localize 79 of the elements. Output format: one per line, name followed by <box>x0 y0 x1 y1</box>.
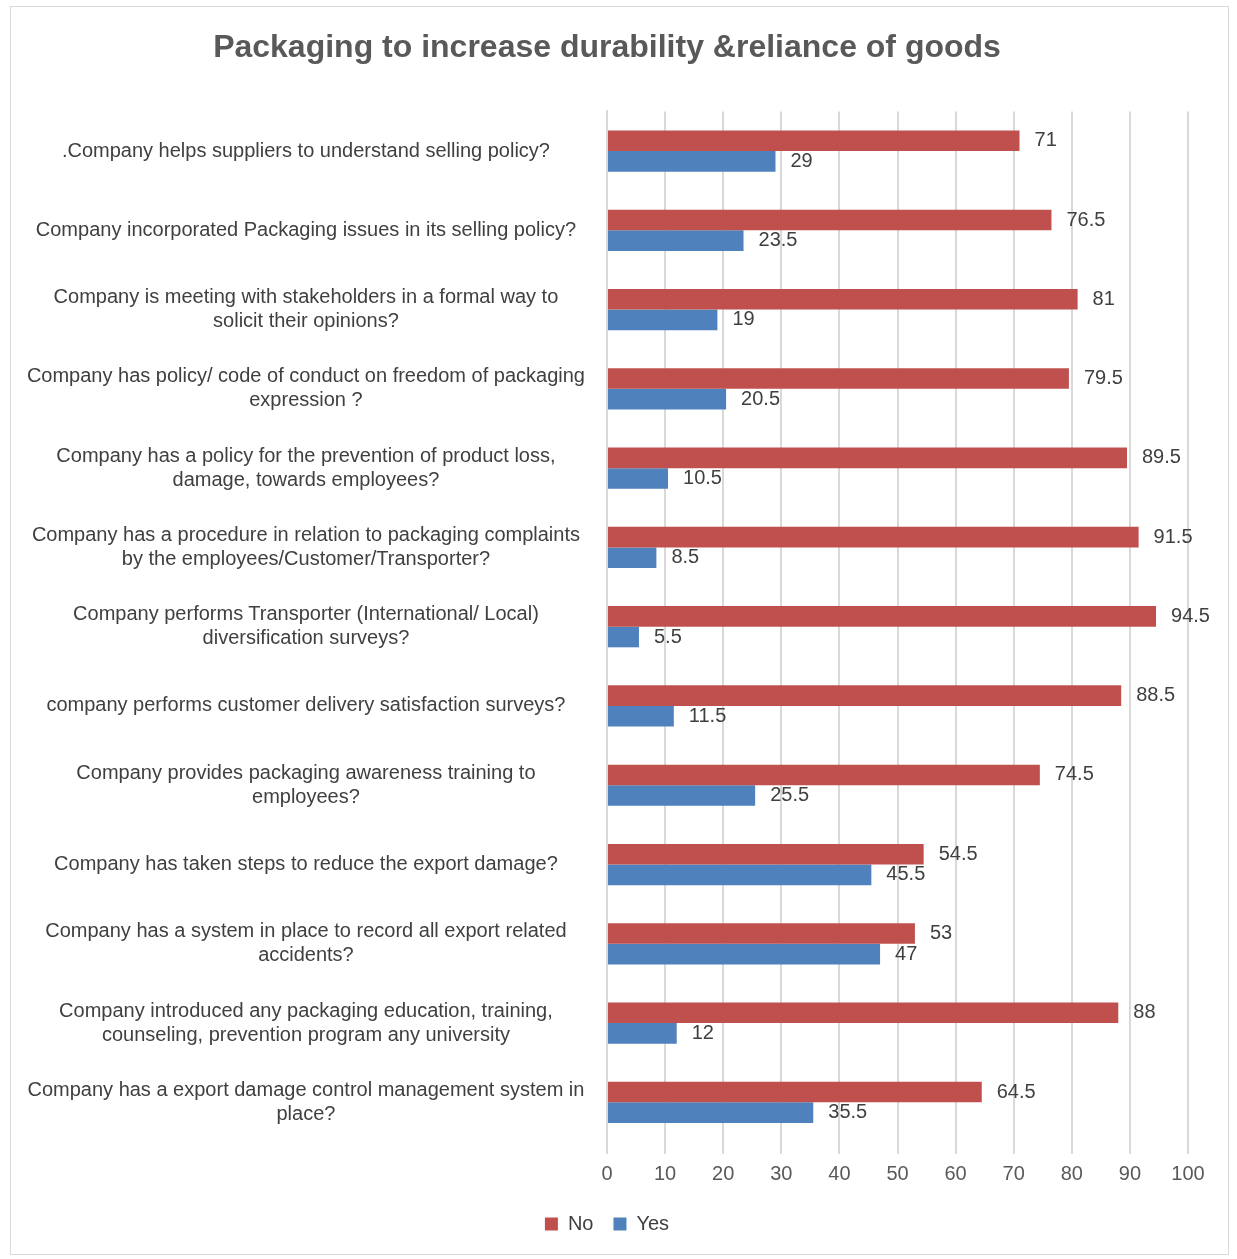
data-label: 94.5 <box>1171 603 1210 626</box>
bar <box>608 1081 982 1103</box>
bar <box>608 309 718 331</box>
data-label: 88.5 <box>1136 683 1176 706</box>
data-label: 23.5 <box>758 228 798 251</box>
bar <box>608 447 1127 469</box>
x-tick-label: 60 <box>944 1161 967 1184</box>
data-label: 64.5 <box>996 1079 1036 1102</box>
y-tick-label: Company has a procedure in relation to packaging complaints by the employees/Customer/Transporter? <box>31 522 580 569</box>
y-tick-label: Company provides packaging awareness training to employees? <box>76 760 536 807</box>
data-label: 89.5 <box>1141 445 1181 468</box>
data-label: 20.5 <box>741 386 781 409</box>
data-label: 53 <box>929 921 953 944</box>
data-label: 25.5 <box>770 783 810 806</box>
bar <box>608 1023 677 1044</box>
x-tick-label: 50 <box>886 1161 909 1184</box>
y-tick-label: Company introduced any packaging education, training, counseling, prevention program any university <box>59 998 553 1045</box>
bar <box>608 368 1069 389</box>
bar <box>608 764 1040 786</box>
x-tick-label: 70 <box>1002 1161 1025 1184</box>
data-label: 54.5 <box>938 841 978 864</box>
data-label: 47 <box>895 941 918 964</box>
bar <box>608 785 756 806</box>
data-label: 10.5 <box>683 465 722 488</box>
x-tick-label: 20 <box>712 1161 735 1184</box>
bar <box>608 1102 814 1123</box>
bar <box>608 526 1139 548</box>
bar <box>608 288 1078 310</box>
data-label: 88 <box>1133 1000 1156 1023</box>
bar <box>608 468 669 489</box>
x-tick-label: 40 <box>828 1161 851 1184</box>
data-label: 19 <box>732 307 755 330</box>
bar <box>608 864 872 886</box>
data-label: 79.5 <box>1083 366 1123 389</box>
bar <box>608 843 924 865</box>
bar <box>608 130 1020 152</box>
y-tick-label: Company incorporated Packaging issues in its selling policy? <box>35 217 577 240</box>
bar <box>608 209 1052 231</box>
x-tick-label: 100 <box>1171 1161 1205 1184</box>
y-tick-label: company performs customer delivery satisfaction surveys? <box>46 693 566 716</box>
y-tick-label: Company has a policy for the prevention of product loss, damage, towards employees? <box>56 443 556 490</box>
bar <box>608 943 881 965</box>
bar <box>608 923 915 944</box>
x-tick-label: 10 <box>653 1161 677 1184</box>
data-label: 81 <box>1092 286 1115 309</box>
y-tick-label: Company is meeting with stakeholders in a formal way to solicit their opinions? <box>53 285 559 332</box>
data-label: 12 <box>691 1020 714 1043</box>
x-tick-label: 30 <box>770 1161 793 1184</box>
data-label: 76.5 <box>1066 207 1106 230</box>
y-tick-label: Company has taken steps to reduce the export damage? <box>54 852 558 875</box>
chart-title: Packaging to increase durability &reliance of goods <box>213 28 1001 65</box>
bar <box>608 685 1122 706</box>
x-tick-label: 90 <box>1118 1161 1142 1184</box>
data-label: 11.5 <box>688 703 727 726</box>
y-tick-label: Company performs Transporter (International/ Local) diversification surveys? <box>73 602 539 649</box>
data-label: 29 <box>790 148 813 171</box>
x-tick-label: 0 <box>601 1161 613 1184</box>
bar <box>608 388 727 410</box>
bar <box>608 1002 1119 1024</box>
y-tick-label: Company has a export damage control management system in place? <box>27 1077 585 1124</box>
legend-label: No <box>567 1211 594 1234</box>
data-label: 74.5 <box>1054 762 1094 785</box>
bar <box>608 230 744 251</box>
bar <box>608 705 674 727</box>
bar <box>608 626 639 648</box>
data-label: 35.5 <box>828 1100 868 1123</box>
legend-label: Yes <box>636 1211 670 1234</box>
data-label: 91.5 <box>1153 524 1193 547</box>
bar <box>608 151 776 172</box>
bar <box>608 547 657 569</box>
y-tick-label: Company has a system in place to record all export related accidents? <box>45 919 567 966</box>
y-tick-label: .Company helps suppliers to understand selling policy? <box>61 138 550 161</box>
data-label: 71 <box>1034 128 1057 151</box>
data-label: 45.5 <box>886 862 926 885</box>
bar <box>608 606 1157 627</box>
y-tick-label: Company has policy/ code of conduct on freedom of packaging expression ? <box>26 364 585 411</box>
x-tick-label: 80 <box>1060 1161 1083 1184</box>
data-label: 5.5 <box>653 624 682 647</box>
data-label: 8.5 <box>671 545 700 568</box>
